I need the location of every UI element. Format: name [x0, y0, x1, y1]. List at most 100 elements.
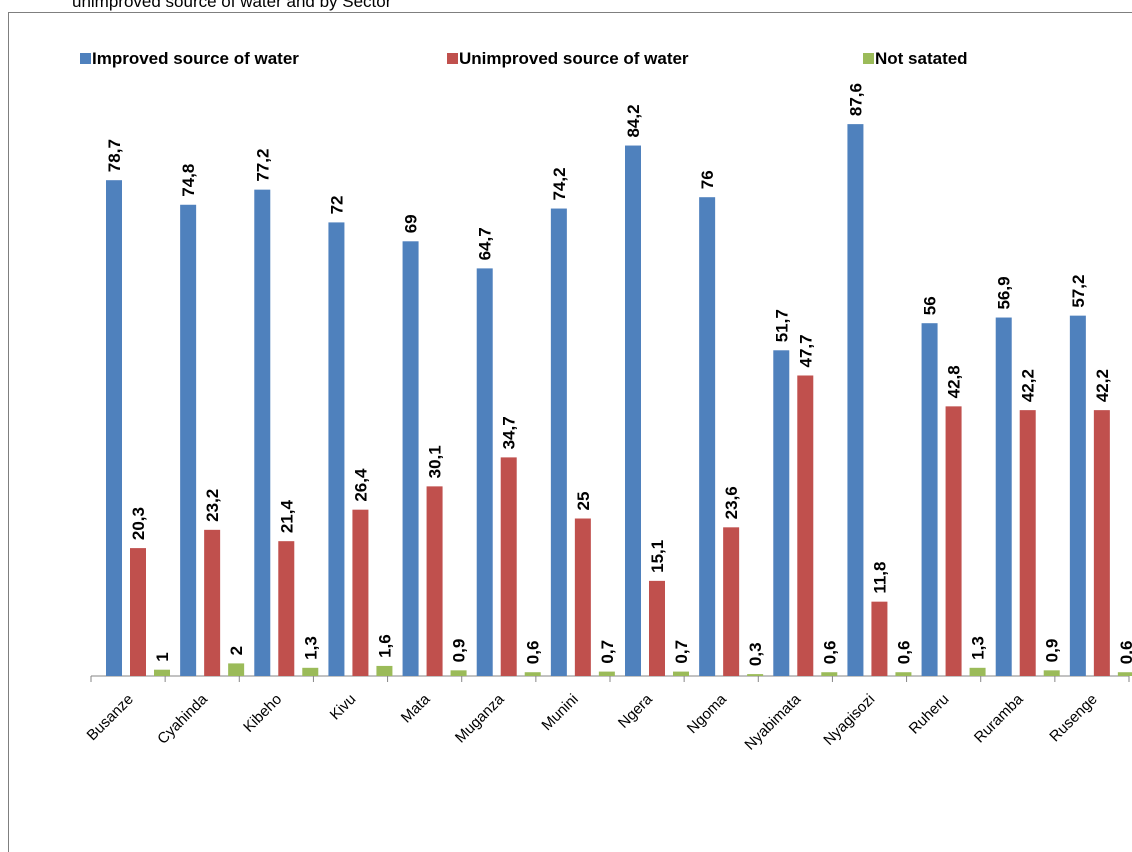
legend-swatch: [80, 53, 91, 64]
bar: [154, 669, 170, 676]
data-label: 34,7: [500, 416, 519, 449]
x-tick-label: Ngoma: [684, 690, 731, 737]
legend-swatch: [863, 53, 874, 64]
x-tick-label: Rusenge: [1046, 691, 1100, 745]
data-label: 77,2: [253, 149, 272, 182]
bar: [969, 667, 986, 676]
bar: [598, 671, 615, 676]
x-tick-label: Muganza: [452, 690, 508, 746]
bar: [550, 208, 567, 677]
data-label: 51,7: [772, 309, 791, 342]
data-label: 69: [402, 214, 421, 233]
data-label: 1,3: [301, 636, 320, 660]
data-label: 11,8: [870, 562, 889, 594]
bar: [402, 241, 419, 677]
bar: [1117, 672, 1132, 676]
bar: [1043, 670, 1060, 676]
bar: [871, 601, 888, 676]
data-label: 76: [698, 170, 717, 189]
bar: [130, 548, 146, 676]
data-label: 25: [574, 492, 593, 511]
bar: [625, 145, 641, 677]
bar: [278, 541, 295, 676]
data-label: 0,7: [672, 640, 691, 664]
x-tick-label: Kivu: [327, 691, 360, 724]
x-tick-label: Ngera: [615, 690, 656, 731]
data-label: 0,6: [894, 641, 913, 665]
x-tick-label: Kibeho: [240, 691, 285, 736]
data-label: 23,2: [203, 489, 222, 522]
bar: [1019, 410, 1036, 676]
bar: [180, 204, 197, 676]
legend-swatch: [447, 53, 458, 64]
data-label: 64,7: [476, 227, 495, 260]
x-tick-label: Busanze: [84, 691, 137, 744]
bar: [1069, 315, 1086, 676]
bar: [352, 509, 369, 676]
x-tick-label: Nyagisozi: [820, 691, 878, 749]
data-label: 42,8: [945, 365, 964, 398]
chart-frame: [8, 12, 1132, 852]
x-tick-label: Ruheru: [906, 691, 953, 738]
x-tick-label: Mata: [398, 690, 434, 726]
bar: [254, 189, 271, 676]
data-label: 72: [327, 195, 346, 214]
bar: [476, 268, 493, 676]
x-tick-label: Munini: [538, 691, 581, 734]
bar: [426, 486, 443, 676]
data-label: 1: [153, 652, 172, 661]
data-label: 0,7: [598, 640, 617, 664]
data-label: 42,2: [1093, 369, 1112, 402]
data-label: 78,7: [105, 139, 124, 172]
data-label: 30,1: [426, 445, 445, 478]
bar: [673, 671, 689, 676]
bar: [699, 197, 716, 676]
bar: [921, 323, 938, 676]
chart-caption: unimproved source of water and by Sector: [72, 0, 392, 11]
data-label: 47,7: [796, 334, 815, 367]
bar: [106, 180, 122, 676]
x-tick-label: Nyabimata: [741, 690, 804, 753]
data-label: 1,6: [375, 634, 394, 658]
data-label: 0,6: [524, 641, 543, 665]
data-label: 42,2: [1019, 369, 1038, 402]
bar: [797, 375, 814, 676]
bar: [649, 580, 665, 676]
data-label: 84,2: [624, 104, 643, 137]
data-label: 0,6: [820, 641, 839, 665]
bar: [204, 529, 221, 676]
bar: [821, 672, 838, 676]
data-label: 74,8: [179, 164, 198, 197]
x-tick-label: Cyahinda: [154, 690, 211, 747]
data-label: 21,4: [277, 500, 296, 534]
bar: [302, 667, 319, 676]
bar: [747, 674, 764, 676]
bar: [376, 665, 393, 676]
data-label: 0,6: [1117, 641, 1132, 665]
data-label: 20,3: [129, 507, 148, 540]
bar: [1093, 410, 1110, 676]
data-label: 23,6: [722, 486, 741, 519]
data-label: 56,9: [995, 276, 1014, 309]
bar: [328, 222, 345, 676]
data-label: 15,1: [648, 540, 667, 573]
bar: [773, 350, 790, 676]
bar: [450, 670, 467, 676]
bar: [524, 672, 541, 676]
data-label: 0,9: [1043, 639, 1062, 663]
data-label: 1,3: [969, 636, 988, 660]
legend-label: Unimproved source of water: [459, 49, 689, 68]
bar: [723, 527, 740, 676]
data-label: 74,2: [550, 167, 569, 200]
data-label: 26,4: [351, 468, 370, 502]
data-label: 2: [227, 646, 246, 655]
bar: [500, 457, 517, 676]
bar: [574, 518, 591, 676]
data-label: 87,6: [846, 83, 865, 116]
x-tick-label: Ruramba: [971, 690, 1027, 746]
legend-label: Not satated: [875, 49, 968, 68]
legend-label: Improved source of water: [92, 49, 299, 68]
bar: [847, 124, 864, 677]
bar: [945, 406, 962, 676]
